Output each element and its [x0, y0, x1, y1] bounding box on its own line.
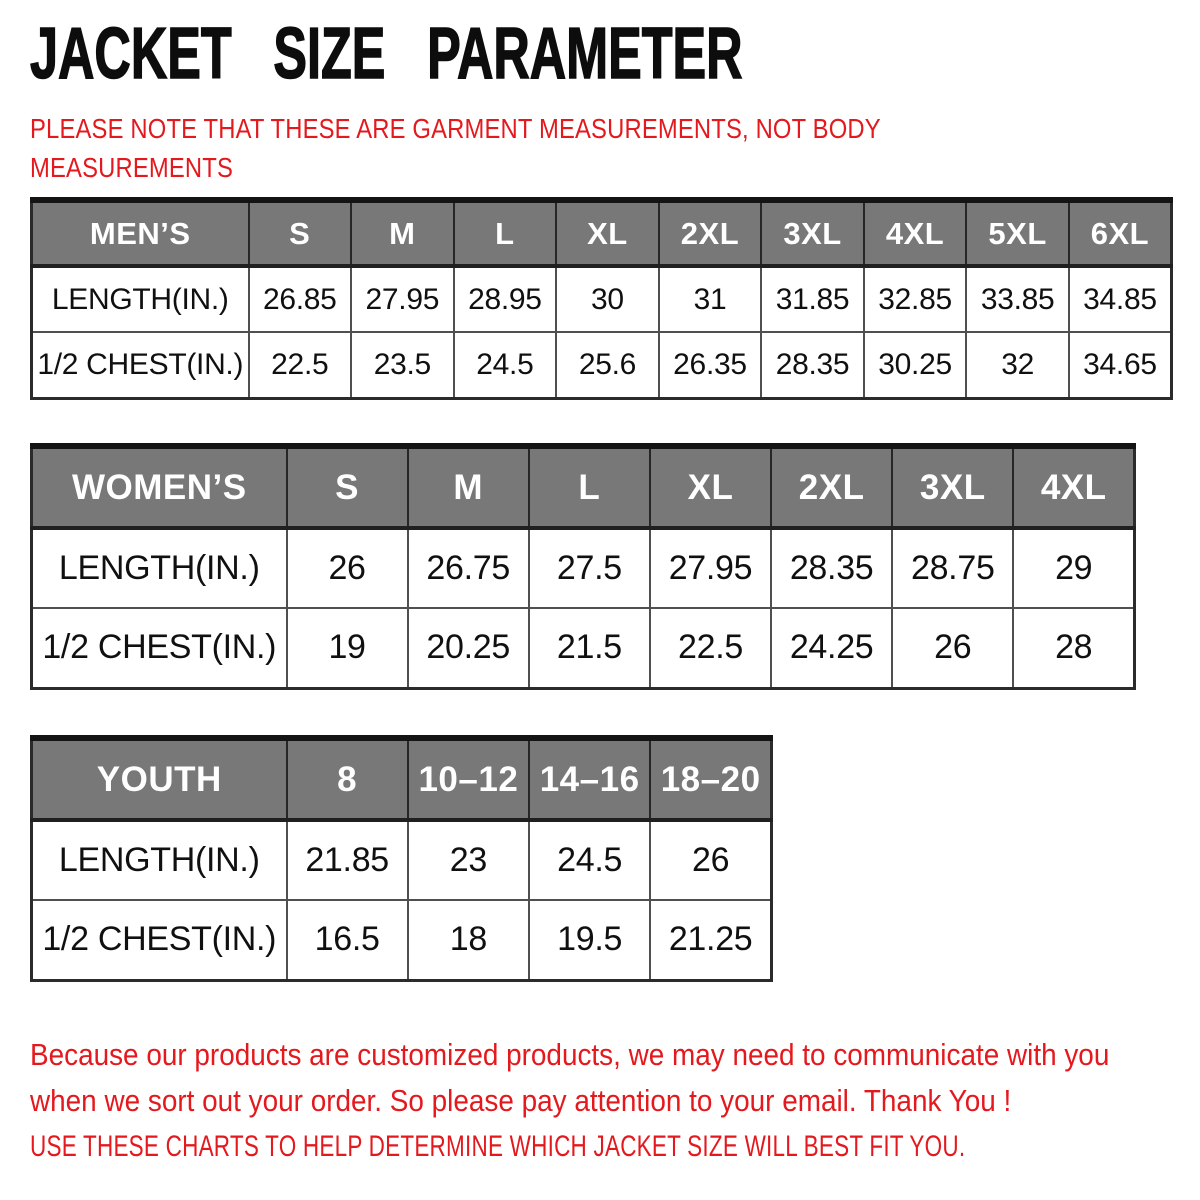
size-header-cell: M [350, 197, 455, 268]
measurement-cell: 33.85 [965, 265, 1070, 333]
measurement-cell: 31.85 [760, 265, 865, 333]
measurement-cell: 23 [406, 819, 531, 901]
measurement-cell: 28 [1012, 607, 1136, 689]
garment-measurement-note: PLEASE NOTE THAT THESE ARE GARMENT MEASU… [30, 113, 881, 183]
row-label: 1/2 CHEST(IN.) [30, 331, 250, 399]
measurement-cell: 26.75 [406, 527, 530, 609]
measurement-cell: 28.35 [760, 331, 865, 399]
page-title: JACKET SIZE PARAMETER [29, 14, 743, 94]
header-row: MEN’S S M L XL 2XL 3XL 4XL 5XL 6XL [30, 197, 1173, 268]
size-header-cell: L [527, 443, 651, 530]
size-header-cell: 3XL [891, 443, 1015, 530]
measurement-cell: 28.35 [770, 527, 894, 609]
measurement-cell: 27.5 [527, 527, 651, 609]
size-header-cell: 6XL [1067, 197, 1173, 268]
custom-products-note-line2: when we sort out your order. So please p… [30, 1083, 1012, 1118]
youth-size-table: YOUTH 8 10–12 14–16 18–20 LENGTH(IN.) 21.85 23 2… [30, 735, 773, 982]
measurement-cell: 22.5 [648, 607, 773, 689]
measurement-cell: 26 [285, 527, 409, 609]
header-row: YOUTH 8 10–12 14–16 18–20 [30, 735, 773, 822]
size-header-cell: XL [555, 197, 660, 268]
women-table-title: WOMEN’S [30, 443, 288, 530]
row-label: LENGTH(IN.) [30, 527, 288, 609]
measurement-cell: 21.25 [649, 899, 773, 981]
size-header-cell: 2XL [770, 443, 894, 530]
measurement-cell: 31 [657, 265, 763, 333]
header-row: WOMEN’S S M L XL 2XL 3XL 4XL [30, 443, 1136, 530]
size-header-cell: 3XL [760, 197, 865, 268]
custom-products-note-line1: Because our products are customized prod… [30, 1037, 1110, 1072]
custom-products-note: Because our products are customized prod… [30, 1032, 1109, 1124]
men-table-title: MEN’S [30, 197, 250, 268]
measurement-cell: 28.75 [891, 527, 1015, 609]
measurement-row: 1/2 CHEST(IN.) 22.5 23.5 24.5 25.6 26.35 28.35… [30, 331, 1173, 399]
size-header-cell: S [285, 443, 409, 530]
size-header-cell: 4XL [1012, 443, 1136, 530]
measurement-cell: 23.5 [350, 331, 455, 399]
chart-usage-note: USE THESE CHARTS TO HELP DETERMINE WHICH… [30, 1130, 966, 1163]
measurement-cell: 20.25 [406, 607, 530, 689]
measurement-row: LENGTH(IN.) 21.85 23 24.5 26 [30, 819, 773, 901]
size-header-cell: 4XL [862, 197, 968, 268]
measurement-cell: 19 [285, 607, 409, 689]
measurement-cell: 26.85 [247, 265, 353, 333]
size-header-cell: 8 [285, 735, 409, 822]
measurement-cell: 24.25 [770, 607, 894, 689]
measurement-cell: 34.85 [1067, 265, 1173, 333]
youth-table-title: YOUTH [30, 735, 288, 822]
men-measurements-table: MEN’S S M L XL 2XL 3XL 4XL 5XL 6XL LENGTH(IN.) 26.8… [30, 197, 1173, 400]
womens-size-table: WOMEN’S S M L XL 2XL 3XL 4XL LENGTH(IN.) 26 26.75 2… [30, 443, 1136, 690]
measurement-cell: 28.95 [452, 265, 558, 333]
measurement-cell: 26.35 [657, 331, 763, 399]
measurement-cell: 21.85 [285, 819, 409, 901]
size-header-cell: M [406, 443, 530, 530]
size-header-cell: 14–16 [527, 735, 652, 822]
measurement-cell: 25.6 [555, 331, 660, 399]
measurement-row: LENGTH(IN.) 26 26.75 27.5 27.95 28.35 28.75 29 [30, 527, 1136, 609]
women-measurements-table: WOMEN’S S M L XL 2XL 3XL 4XL LENGTH(IN.) 26 26.75 2… [30, 443, 1136, 690]
size-header-cell: 5XL [965, 197, 1070, 268]
youth-measurements-table: YOUTH 8 10–12 14–16 18–20 LENGTH(IN.) 21.85 23 2… [30, 735, 773, 982]
measurement-cell: 30 [555, 265, 660, 333]
measurement-cell: 27.95 [648, 527, 773, 609]
measurement-cell: 22.5 [247, 331, 353, 399]
measurement-row: 1/2 CHEST(IN.) 19 20.25 21.5 22.5 24.25 26 28 [30, 607, 1136, 689]
measurement-cell: 30.25 [862, 331, 968, 399]
measurement-cell: 26 [891, 607, 1015, 689]
measurement-cell: 27.95 [350, 265, 455, 333]
measurement-cell: 21.5 [527, 607, 651, 689]
measurement-cell: 16.5 [285, 899, 409, 981]
measurement-cell: 18 [406, 899, 531, 981]
measurement-row: 1/2 CHEST(IN.) 16.5 18 19.5 21.25 [30, 899, 773, 981]
row-label: 1/2 CHEST(IN.) [30, 607, 288, 689]
size-header-cell: S [247, 197, 353, 268]
row-label: 1/2 CHEST(IN.) [30, 899, 288, 981]
row-label: LENGTH(IN.) [30, 819, 288, 901]
size-header-cell: XL [648, 443, 773, 530]
measurement-cell: 29 [1012, 527, 1136, 609]
size-header-cell: 18–20 [649, 735, 773, 822]
measurement-row: LENGTH(IN.) 26.85 27.95 28.95 30 31 31.85 32.85… [30, 265, 1173, 333]
measurement-cell: 32.85 [862, 265, 968, 333]
size-header-cell: L [452, 197, 558, 268]
size-header-cell: 2XL [657, 197, 763, 268]
measurement-cell: 26 [649, 819, 773, 901]
measurement-cell: 24.5 [527, 819, 652, 901]
measurement-cell: 32 [965, 331, 1070, 399]
measurement-cell: 19.5 [527, 899, 652, 981]
measurement-cell: 24.5 [452, 331, 558, 399]
row-label: LENGTH(IN.) [30, 265, 250, 333]
mens-size-table: MEN’S S M L XL 2XL 3XL 4XL 5XL 6XL LENGTH(IN.) 26.8… [30, 197, 1173, 400]
measurement-cell: 34.65 [1067, 331, 1173, 399]
size-header-cell: 10–12 [406, 735, 531, 822]
